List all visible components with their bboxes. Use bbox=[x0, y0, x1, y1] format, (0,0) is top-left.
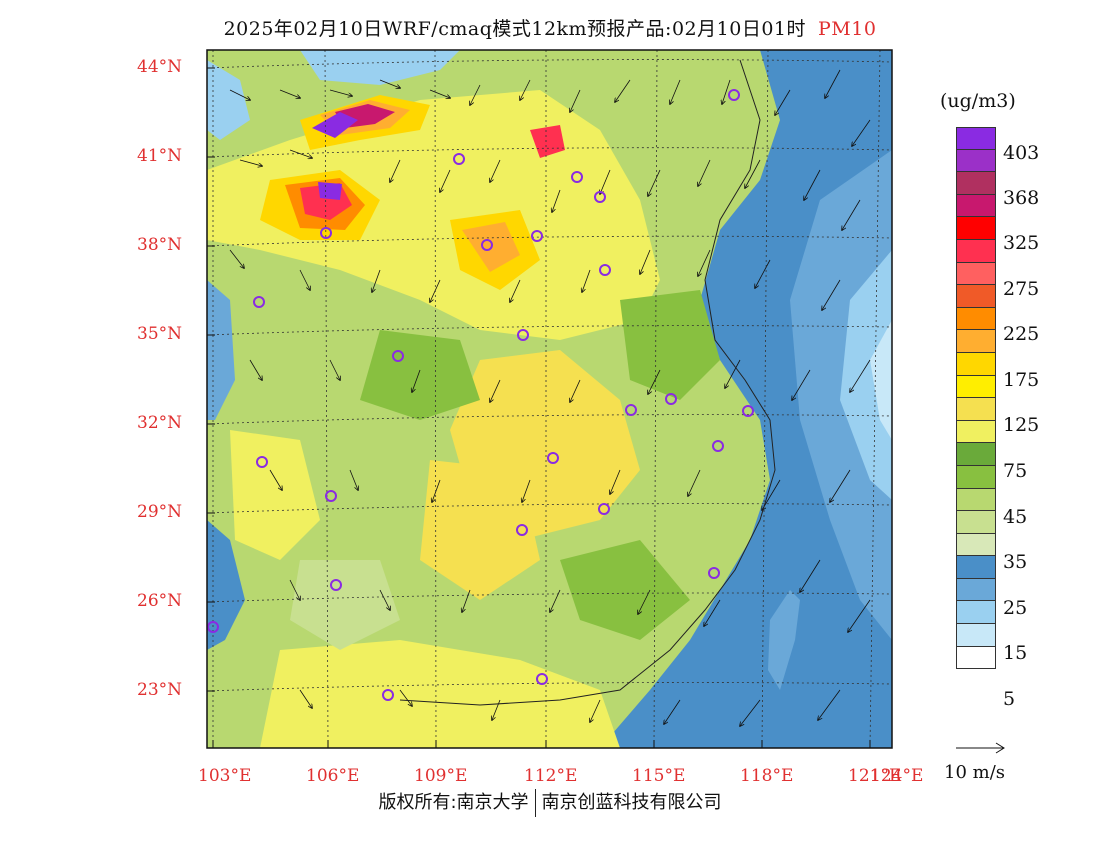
legend-swatch bbox=[956, 330, 996, 353]
legend-swatch bbox=[956, 262, 996, 286]
coastline bbox=[399, 59, 776, 706]
green-patch-4 bbox=[290, 560, 400, 650]
wind-vectors bbox=[229, 69, 871, 726]
legend-swatch bbox=[956, 511, 996, 534]
lat-label-38: 38°N bbox=[137, 235, 183, 255]
lon-label-118: 118°E bbox=[740, 766, 794, 786]
map-title: 2025年02月10日WRF/cmaq模式12km预报产品:02月10日01时 P… bbox=[0, 14, 1100, 41]
lon-label-124: 124°E bbox=[870, 766, 924, 786]
legend-swatch bbox=[956, 646, 996, 670]
green-patch-2 bbox=[560, 540, 690, 640]
city-markers bbox=[207, 89, 754, 701]
lat-label-29: 29°N bbox=[137, 502, 183, 522]
legend-label-5: 5 bbox=[1003, 688, 1016, 710]
title-text: 2025年02月10日WRF/cmaq模式12km预报产品:02月10日01时 bbox=[223, 18, 806, 40]
legend-label-175: 175 bbox=[1003, 369, 1040, 391]
legend-unit: (ug/m3) bbox=[940, 90, 1016, 112]
legend-swatch bbox=[956, 601, 996, 625]
map-frame bbox=[206, 49, 893, 749]
legend-swatch bbox=[956, 352, 996, 376]
legend-swatch bbox=[956, 443, 996, 466]
hotspot-ordos-purple bbox=[318, 182, 342, 200]
green-patch-3 bbox=[620, 290, 720, 400]
color-legend bbox=[956, 127, 996, 670]
legend-swatch bbox=[956, 578, 996, 602]
green-patch-1 bbox=[360, 330, 480, 420]
wind-scale-arrow bbox=[956, 742, 1005, 754]
northwest-blue bbox=[207, 60, 250, 140]
legend-label-368: 368 bbox=[1003, 187, 1040, 209]
footer-left: 版权所有:南京大学 bbox=[378, 792, 529, 813]
lon-label-109: 109°E bbox=[414, 766, 468, 786]
lon-label-103: 103°E bbox=[198, 766, 252, 786]
copyright-footer: 版权所有:南京大学 南京创蓝科技有限公司 bbox=[0, 788, 1100, 817]
legend-label-25: 25 bbox=[1003, 597, 1028, 619]
legend-swatch bbox=[956, 398, 996, 421]
lat-label-35: 35°N bbox=[137, 324, 183, 344]
north-blue-band bbox=[300, 50, 460, 85]
hotspot-beijing-red bbox=[530, 125, 565, 158]
lon-label-121: 121°E bbox=[848, 766, 902, 786]
west-blue-patch-1 bbox=[207, 280, 235, 420]
lat-label-41: 41°N bbox=[137, 146, 183, 166]
lon-label-112: 112°E bbox=[524, 766, 578, 786]
taiwan-island bbox=[768, 590, 800, 690]
hotspot-north-purple bbox=[312, 112, 358, 138]
footer-separator bbox=[534, 789, 536, 817]
legend-swatch bbox=[956, 533, 996, 557]
axis-ticks bbox=[207, 67, 871, 748]
legend-swatch bbox=[956, 149, 996, 173]
legend-label-35: 35 bbox=[1003, 551, 1028, 573]
pollutant-name: PM10 bbox=[818, 18, 877, 40]
lat-label-44: 44°N bbox=[137, 57, 183, 77]
legend-swatch bbox=[956, 217, 996, 240]
legend-swatch bbox=[956, 488, 996, 512]
southwest-yellow-zone bbox=[230, 430, 320, 560]
hunan-yellow-zone bbox=[420, 460, 540, 600]
legend-label-325: 325 bbox=[1003, 232, 1040, 254]
legend-swatch bbox=[956, 172, 996, 195]
legend-label-45: 45 bbox=[1003, 506, 1028, 528]
wind-scale-label: 10 m/s bbox=[944, 762, 1005, 783]
south-yellow-zone bbox=[260, 640, 620, 748]
legend-swatch bbox=[956, 307, 996, 331]
legend-label-125: 125 bbox=[1003, 414, 1040, 436]
legend-swatch bbox=[956, 556, 996, 579]
legend-swatch bbox=[956, 465, 996, 489]
legend-swatch bbox=[956, 420, 996, 444]
lat-label-26: 26°N bbox=[137, 591, 183, 611]
lon-label-115: 115°E bbox=[632, 766, 686, 786]
legend-swatch bbox=[956, 285, 996, 308]
legend-label-225: 225 bbox=[1003, 323, 1040, 345]
lat-label-32: 32°N bbox=[137, 413, 183, 433]
legend-swatch bbox=[956, 127, 996, 150]
lat-label-23: 23°N bbox=[137, 680, 183, 700]
legend-swatch bbox=[956, 194, 996, 218]
legend-swatch bbox=[956, 375, 996, 399]
legend-label-75: 75 bbox=[1003, 460, 1028, 482]
legend-swatch bbox=[956, 624, 996, 647]
legend-swatch bbox=[956, 239, 996, 263]
legend-label-15: 15 bbox=[1003, 642, 1028, 664]
sea-light-2 bbox=[840, 250, 892, 500]
west-blue-patch-2 bbox=[207, 520, 245, 650]
map-field bbox=[207, 50, 892, 748]
legend-label-403: 403 bbox=[1003, 142, 1040, 164]
legend-label-275: 275 bbox=[1003, 278, 1040, 300]
footer-right: 南京创蓝科技有限公司 bbox=[541, 792, 722, 813]
lon-label-106: 106°E bbox=[306, 766, 360, 786]
